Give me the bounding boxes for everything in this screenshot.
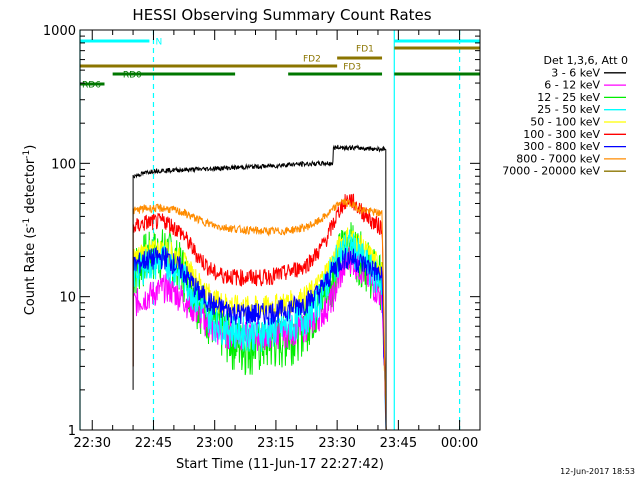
legend-header: Det 1,3,6, Att 0 — [544, 54, 628, 67]
legend-entry-label: 3 - 6 keV — [551, 66, 600, 79]
y-tick-label: 1000 — [43, 24, 76, 39]
x-tick-label: 23:15 — [257, 436, 294, 451]
legend-entry-label: 25 - 50 keV — [537, 103, 600, 116]
x-axis-label: Start Time (11-Jun-17 22:27:42) — [176, 457, 384, 472]
legend-entry-label: 12 - 25 keV — [537, 91, 600, 104]
chart-title: HESSI Observing Summary Count Rates — [132, 6, 431, 24]
legend-entry-label: 7000 - 20000 keV — [502, 165, 600, 178]
legend-entry-label: 300 - 800 keV — [523, 140, 600, 153]
series-line-300-800-keV — [132, 246, 387, 431]
series-line-800-7000-keV — [132, 198, 387, 431]
state-label-rd6: RD6 — [82, 81, 101, 91]
x-tick-label: 00:00 — [441, 436, 478, 451]
state-label-fd2: FD2 — [303, 55, 321, 65]
state-label-fd3: FD3 — [343, 63, 361, 73]
y-tick-label: 10 — [59, 291, 76, 306]
y-tick-label: 1 — [68, 424, 76, 439]
y-axis-label: Count Rate (s-1 detector-1) — [22, 145, 38, 316]
legend-entry-label: 100 - 300 keV — [523, 128, 600, 141]
x-tick-label: 22:30 — [74, 436, 111, 451]
x-tick-label: 22:45 — [135, 436, 172, 451]
state-label-fd1: FD1 — [356, 45, 374, 55]
state-label-n: N — [156, 38, 163, 48]
x-tick-label: 23:00 — [196, 436, 233, 451]
series-line-3-6-keV — [132, 144, 387, 431]
footer-timestamp: 12-Jun-2017 18:53 — [560, 467, 635, 476]
x-tick-label: 23:45 — [380, 436, 417, 451]
legend-entry-label: 800 - 7000 keV — [516, 152, 600, 165]
x-tick-label: 23:30 — [318, 436, 355, 451]
legend-entry-label: 50 - 100 keV — [530, 116, 600, 129]
plot-frame — [79, 29, 481, 431]
y-tick-label: 100 — [51, 157, 76, 172]
state-label-rd0: RD0 — [123, 71, 142, 81]
legend-entry-label: 6 - 12 keV — [544, 79, 600, 92]
